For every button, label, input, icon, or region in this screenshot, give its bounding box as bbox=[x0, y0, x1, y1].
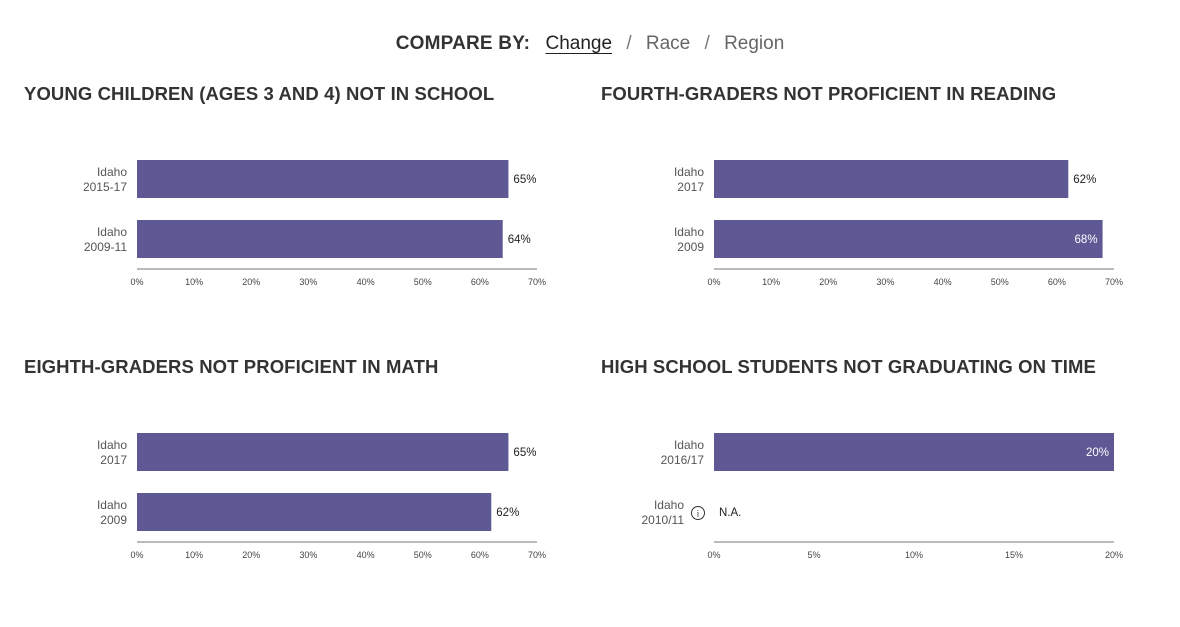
bar-category-label: Idaho 2009-11 bbox=[84, 225, 127, 254]
category-line: 2017 bbox=[677, 180, 704, 194]
bar-chart-fourth-graders-reading: Idaho 2017 62%Idaho 2009 68%0% 10% 20% 30% 40% 50… bbox=[674, 160, 1123, 287]
x-tick-label: 0% bbox=[130, 550, 143, 560]
bar-value-label: 62% bbox=[496, 507, 519, 519]
bar-category-label: Idaho 2010/11 bbox=[642, 498, 685, 527]
x-tick-label: 5% bbox=[807, 550, 820, 560]
x-tick-label: 40% bbox=[934, 277, 952, 287]
bar-category-label: Idaho 2017 bbox=[97, 438, 127, 467]
x-tick-label: 70% bbox=[528, 550, 546, 560]
x-tick-label: 60% bbox=[471, 550, 489, 560]
x-tick-label: 0% bbox=[130, 277, 143, 287]
bar-chart-young-children: Idaho 2015-17 65%Idaho 2009-11 64%0% 10% 20% 30… bbox=[83, 160, 546, 287]
compare-option-change[interactable]: Change bbox=[545, 33, 613, 54]
compare-option-region[interactable]: Region bbox=[724, 33, 785, 54]
x-tick-label: 60% bbox=[1048, 277, 1066, 287]
bar bbox=[714, 433, 1114, 471]
bar bbox=[137, 220, 503, 258]
compare-separator: / bbox=[704, 33, 710, 54]
chart-panel-eighth-graders-math: EIGHTH-GRADERS NOT PROFICIENT IN MATH Id… bbox=[24, 356, 584, 596]
category-line: 2017 bbox=[100, 453, 127, 467]
bar-value-label: 62% bbox=[1073, 174, 1096, 186]
category-line: Idaho bbox=[654, 498, 684, 512]
bar bbox=[714, 220, 1103, 258]
bar bbox=[714, 160, 1069, 198]
category-line: Idaho bbox=[97, 498, 127, 512]
category-line: Idaho bbox=[674, 165, 704, 179]
x-tick-label: 40% bbox=[357, 277, 375, 287]
bar-category-label: Idaho 2009 bbox=[674, 225, 704, 254]
bar bbox=[137, 433, 509, 471]
category-line: 2010/11 bbox=[642, 513, 685, 527]
bar-value-label: 64% bbox=[508, 234, 531, 246]
category-line: 2009 bbox=[677, 240, 704, 254]
bar-value-label: N.A. bbox=[719, 507, 741, 519]
category-line: Idaho bbox=[674, 225, 704, 239]
info-icon: i bbox=[697, 509, 700, 519]
x-tick-label: 30% bbox=[299, 550, 317, 560]
x-tick-label: 20% bbox=[242, 550, 260, 560]
category-line: Idaho bbox=[674, 438, 704, 452]
x-tick-label: 20% bbox=[242, 277, 260, 287]
chart-panel-young-children: YOUNG CHILDREN (AGES 3 AND 4) NOT IN SCH… bbox=[24, 83, 584, 323]
bar-value-label: 68% bbox=[1075, 234, 1098, 246]
x-tick-label: 50% bbox=[991, 277, 1009, 287]
x-tick-label: 20% bbox=[819, 277, 837, 287]
bar-value-label: 20% bbox=[1086, 447, 1109, 459]
bar bbox=[137, 160, 509, 198]
chart-title: FOURTH-GRADERS NOT PROFICIENT IN READING bbox=[601, 83, 1057, 104]
x-tick-label: 60% bbox=[471, 277, 489, 287]
info-icon bbox=[691, 506, 705, 520]
compare-by-bar: COMPARE BY: Change / Race / Region bbox=[0, 33, 1180, 55]
chart-title: HIGH SCHOOL STUDENTS NOT GRADUATING ON T… bbox=[601, 356, 1096, 377]
bar bbox=[137, 493, 492, 531]
category-line: 2009-11 bbox=[84, 240, 127, 254]
x-tick-label: 30% bbox=[299, 277, 317, 287]
bar-category-label: Idaho 2016/17 bbox=[661, 438, 705, 467]
bar-category-label: Idaho 2009 bbox=[97, 498, 127, 527]
chart-panel-fourth-graders-reading: FOURTH-GRADERS NOT PROFICIENT IN READING… bbox=[601, 83, 1161, 323]
category-line: Idaho bbox=[97, 438, 127, 452]
x-tick-label: 40% bbox=[357, 550, 375, 560]
x-tick-label: 10% bbox=[905, 550, 923, 560]
x-tick-label: 50% bbox=[414, 277, 432, 287]
x-tick-label: 70% bbox=[1105, 277, 1123, 287]
bar-category-label: Idaho 2017 bbox=[674, 165, 704, 194]
bar-value-label: 65% bbox=[513, 174, 536, 186]
category-line: Idaho bbox=[97, 225, 127, 239]
category-line: Idaho bbox=[97, 165, 127, 179]
x-tick-label: 10% bbox=[762, 277, 780, 287]
x-tick-label: 0% bbox=[707, 277, 720, 287]
bar-value-label: 65% bbox=[513, 447, 536, 459]
category-line: 2009 bbox=[100, 513, 127, 527]
bar-chart-eighth-graders-math: Idaho 2017 65%Idaho 2009 62%0% 10% 20% 30% 40% 50… bbox=[97, 433, 546, 560]
compare-option-race[interactable]: Race bbox=[645, 33, 691, 54]
chart-title: EIGHTH-GRADERS NOT PROFICIENT IN MATH bbox=[24, 356, 439, 377]
x-tick-label: 20% bbox=[1105, 550, 1123, 560]
x-tick-label: 30% bbox=[876, 277, 894, 287]
category-line: 2016/17 bbox=[661, 453, 705, 467]
chart-title: YOUNG CHILDREN (AGES 3 AND 4) NOT IN SCH… bbox=[24, 83, 495, 104]
compare-separator: / bbox=[626, 33, 632, 54]
x-tick-label: 0% bbox=[707, 550, 720, 560]
x-tick-label: 10% bbox=[185, 550, 203, 560]
bar-category-label: Idaho 2015-17 bbox=[83, 165, 127, 194]
chart-panel-high-school-graduation: HIGH SCHOOL STUDENTS NOT GRADUATING ON T… bbox=[601, 356, 1161, 596]
x-tick-label: 15% bbox=[1005, 550, 1023, 560]
category-line: 2015-17 bbox=[83, 180, 127, 194]
x-tick-label: 70% bbox=[528, 277, 546, 287]
bar-chart-high-school-graduation: Idaho 2016/17 20%Idaho 2010/11 i N.A.0% 5% 10% 1… bbox=[642, 433, 1123, 560]
compare-by-label: COMPARE BY: bbox=[395, 33, 531, 54]
x-tick-label: 10% bbox=[185, 277, 203, 287]
x-tick-label: 50% bbox=[414, 550, 432, 560]
